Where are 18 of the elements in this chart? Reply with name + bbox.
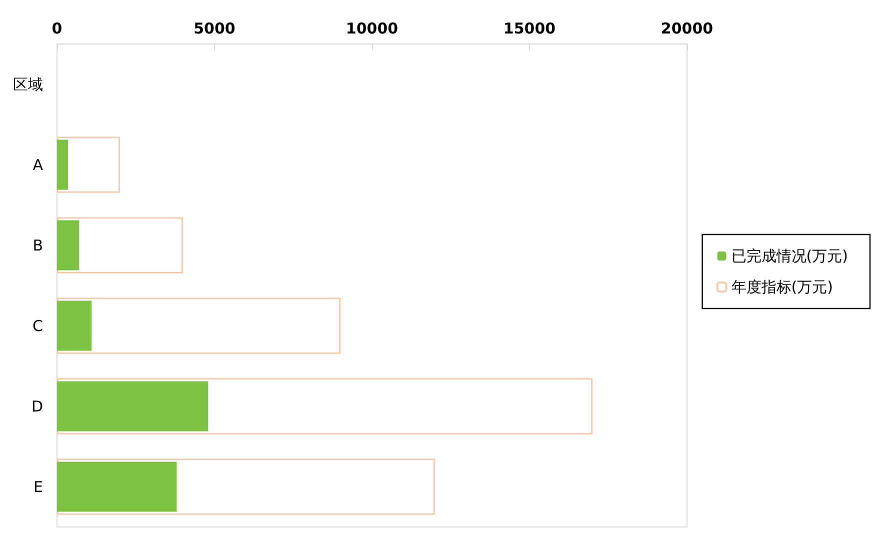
y-tick-label: D <box>31 397 43 416</box>
y-tick-label: 区域 <box>13 75 43 94</box>
x-tick-label: 10000 <box>346 20 398 38</box>
x-tick-label: 5000 <box>194 20 236 38</box>
bar <box>57 140 68 190</box>
y-tick-label: A <box>32 156 44 174</box>
y-tick-label: C <box>32 316 43 335</box>
legend-label: 已完成情况(万元) <box>731 247 848 265</box>
y-tick-label: E <box>34 478 43 496</box>
bar <box>57 462 177 512</box>
legend-label: 年度指标(万元) <box>731 278 834 296</box>
bar <box>57 300 92 351</box>
y-tick-label: B <box>32 236 43 254</box>
x-tick-label: 20000 <box>660 20 714 38</box>
bar <box>57 220 80 270</box>
bar <box>57 381 208 432</box>
x-tick-label: 15000 <box>503 20 556 38</box>
x-tick-label: 0 <box>52 20 62 38</box>
